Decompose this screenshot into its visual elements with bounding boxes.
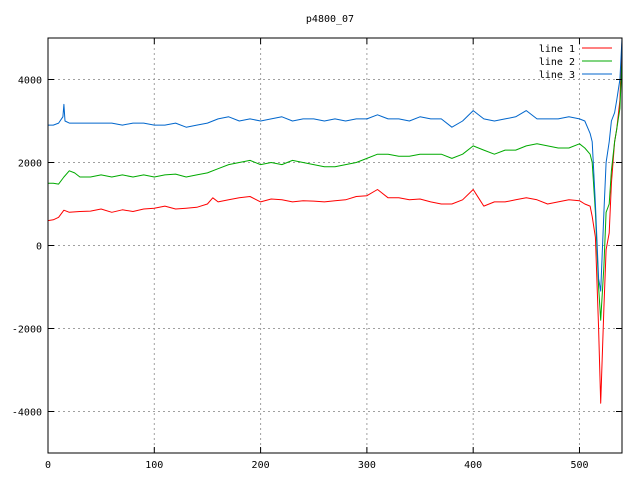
legend-label-1: line 1	[539, 44, 575, 55]
x-tick-label: 100	[145, 460, 163, 471]
data-series	[47, 37, 623, 404]
legend-label-3: line 3	[539, 70, 575, 81]
axis-ticks: 0 100 200 300 400 500 -4000 -2000 0 2000 4000	[12, 38, 622, 471]
x-tick-label: 200	[252, 460, 270, 471]
series-line-3	[48, 37, 623, 292]
x-tick-label: 0	[45, 460, 51, 471]
grid-lines	[48, 38, 622, 453]
legend-label-2: line 2	[539, 57, 575, 68]
x-tick-label: 400	[464, 460, 482, 471]
x-tick-label: 500	[570, 460, 588, 471]
y-tick-label: 4000	[18, 76, 42, 87]
y-tick-label: -2000	[12, 325, 42, 336]
chart-title: p4800_07	[306, 14, 354, 25]
y-tick-label: 2000	[18, 159, 42, 170]
series-line-1	[47, 42, 623, 404]
legend: line 1 line 2 line 3	[539, 44, 612, 81]
series-line-2	[48, 58, 623, 321]
y-tick-label: -4000	[12, 408, 42, 419]
y-tick-label: 0	[36, 242, 42, 253]
x-tick-label: 300	[358, 460, 376, 471]
